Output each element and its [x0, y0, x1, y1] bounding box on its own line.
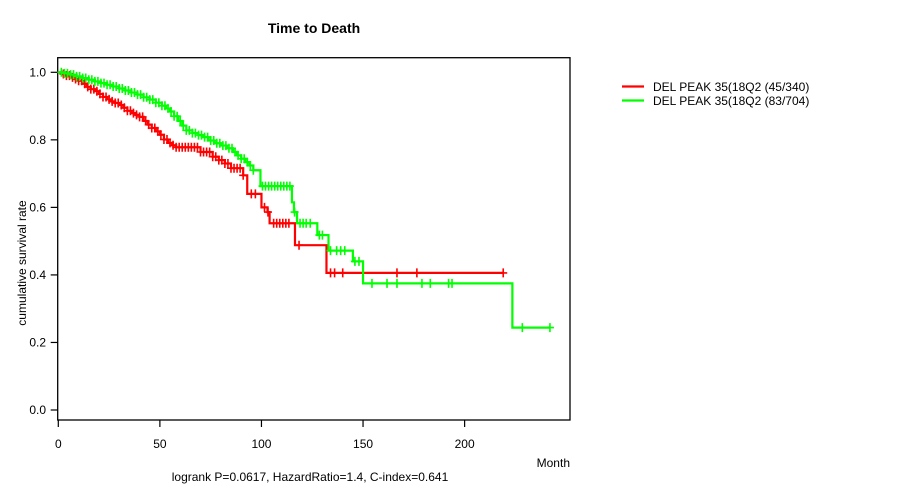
- caption-stats: logrank P=0.0617, HazardRatio=1.4, C-ind…: [172, 470, 449, 484]
- censor-marks-path-1: [57, 67, 554, 333]
- censor-marks-1: [57, 67, 554, 333]
- y-axis: 0.0 0.2 0.4 0.6 0.8 1.0: [29, 66, 58, 417]
- censor-marks-path-0: [59, 69, 508, 278]
- plot-box: [57, 57, 571, 421]
- y-tick-label: 1.0: [29, 66, 46, 80]
- censor-marks-0: [59, 69, 508, 278]
- legend: DEL PEAK 35(18Q2 (45/340) DEL PEAK 35(18…: [622, 80, 809, 108]
- y-tick-label: 0.6: [29, 201, 46, 215]
- series-layer: [57, 67, 554, 333]
- y-axis-title: cumulative survival rate: [15, 200, 29, 326]
- x-axis: 0 50 100 150 200: [55, 420, 475, 451]
- legend-label-green: DEL PEAK 35(18Q2 (83/704): [653, 94, 809, 108]
- y-tick-label: 0.0: [29, 403, 46, 417]
- series-line-0: [58, 71, 504, 274]
- x-tick-label: 50: [153, 437, 167, 451]
- chart-title: Time to Death: [268, 20, 360, 36]
- x-axis-title: Month: [537, 456, 570, 470]
- y-tick-label: 0.2: [29, 336, 46, 350]
- x-tick-label: 200: [455, 437, 475, 451]
- y-tick-label: 0.4: [29, 268, 46, 282]
- y-tick-label: 0.8: [29, 133, 46, 147]
- legend-label-red: DEL PEAK 35(18Q2 (45/340): [653, 80, 809, 94]
- x-tick-label: 150: [353, 437, 373, 451]
- x-tick-label: 100: [251, 437, 271, 451]
- x-tick-label: 0: [55, 437, 62, 451]
